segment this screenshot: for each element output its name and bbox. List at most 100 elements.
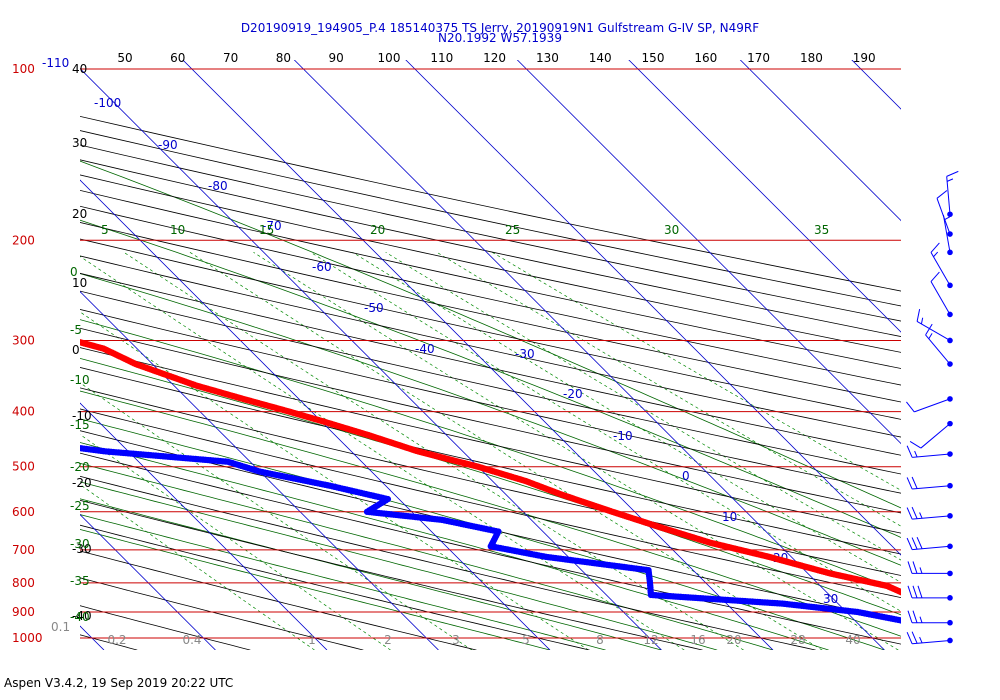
- temperature-point: [957, 609, 963, 615]
- dewpoint-point: [73, 445, 79, 451]
- moist-adiabat-label: 20: [370, 223, 385, 237]
- dry-adiabat-line: [80, 408, 901, 599]
- dewpoint-point: [64, 443, 70, 449]
- dewpoint-point: [15, 438, 21, 444]
- temperature-point: [941, 605, 947, 611]
- moist-adiabat-line: [80, 481, 718, 650]
- top-scale-label: 90: [329, 51, 344, 65]
- temperature-point: [939, 605, 945, 611]
- temperature-point: [41, 329, 47, 335]
- isotherm-line: [80, 514, 216, 650]
- left-scale-label: -20: [72, 476, 92, 490]
- moist-adiabat-label: 25: [505, 223, 520, 237]
- temperature-point: [990, 619, 996, 625]
- mixing-ratio-line: [80, 311, 589, 650]
- temperature-point: [39, 329, 45, 335]
- temperature-point: [32, 327, 38, 333]
- moist-adiabat-label: 35: [814, 223, 829, 237]
- dewpoint-point: [972, 632, 978, 638]
- temperature-point: [902, 591, 908, 597]
- axis-labels: 50 60 70 80 90 100 110 120 130 140 150 160 170 180 190…: [51, 51, 876, 647]
- mixing-ratio-bottom-label: 12: [643, 633, 658, 647]
- isotherm-line: [182, 60, 774, 650]
- dewpoint-point: [29, 439, 35, 445]
- dewpoint-point: [71, 444, 77, 450]
- pressure-label-700: 700: [12, 543, 35, 557]
- isotherm-line: [851, 60, 901, 110]
- dewpoint-point: [68, 444, 74, 450]
- dewpoint-point: [39, 440, 45, 446]
- temperature-point: [2, 318, 8, 324]
- wind-barb-half-feather: [914, 450, 918, 458]
- temperature-point: [899, 589, 901, 596]
- mixing-ratio-line: [310, 252, 901, 612]
- wind-barb-staff: [912, 639, 951, 645]
- wind-barb-feather: [925, 323, 933, 336]
- wind-barb-staff: [912, 545, 951, 551]
- mixing-ratio-line: [352, 252, 901, 583]
- temperature-point: [22, 324, 28, 330]
- temperature-point: [960, 610, 966, 616]
- dewpoint-point: [37, 440, 43, 446]
- mixing-ratio-bottom-label: 1: [308, 633, 316, 647]
- dry-adiabat-label: -10: [70, 373, 90, 387]
- wind-barb-staff: [916, 321, 951, 341]
- temperature-point: [932, 602, 938, 608]
- wind-barb-feather: [917, 585, 923, 598]
- mixing-ratio-line: [80, 255, 685, 650]
- moist-adiabat-line: [80, 529, 551, 650]
- wind-barb-half-feather: [919, 512, 923, 519]
- temperature-point: [934, 603, 940, 609]
- temperature-point: [11, 321, 17, 327]
- dewpoint-point: [5, 436, 11, 442]
- dry-adiabat-line: [80, 347, 901, 534]
- moist-adiabat-label: 30: [664, 223, 679, 237]
- dry-adiabat-line: [80, 174, 901, 353]
- wind-barb: [906, 536, 953, 551]
- dry-adiabat-line: [80, 144, 901, 322]
- wind-barb-feather: [906, 507, 913, 520]
- temperature-point: [910, 594, 916, 600]
- dewpoint-point: [44, 441, 50, 447]
- top-scale-label: 100: [378, 51, 401, 65]
- mixing-ratio-bottom-label: 2: [384, 633, 392, 647]
- temperature-point: [962, 611, 968, 617]
- dry-adiabat-line: [80, 524, 590, 650]
- dewpoint-point: [8, 437, 14, 443]
- pressure-label-200: 200: [12, 233, 35, 247]
- temperature-point: [966, 612, 972, 618]
- dewpoint-point: [963, 629, 969, 635]
- temperature-point: [30, 326, 36, 332]
- wind-barb-feather: [930, 242, 940, 253]
- dewpoint-point: [974, 632, 980, 638]
- pressure-label-400: 400: [12, 405, 35, 419]
- wind-barb-feather: [907, 561, 913, 574]
- temperature-point: [947, 607, 953, 613]
- moist-adiabats: [80, 160, 901, 650]
- dewpoint-point: [905, 619, 911, 625]
- moist-adiabat-label: 5: [101, 223, 109, 237]
- dewpoint-point: [66, 444, 72, 450]
- dewpoint-point: [49, 441, 55, 447]
- wind-barb-feather: [907, 610, 913, 623]
- dry-adiabats: [80, 115, 901, 650]
- wind-barb: [906, 631, 953, 645]
- temperature-point: [920, 599, 926, 605]
- temperature-point: [47, 331, 53, 337]
- dewpoint-point: [919, 621, 925, 627]
- dewpoint-point: [51, 442, 57, 448]
- temperature-point: [13, 321, 19, 327]
- temperature-point: [15, 322, 21, 328]
- temperature-point: [986, 618, 992, 624]
- dry-adiabat-label: 0: [70, 265, 78, 279]
- left-scale-label: -40: [72, 609, 92, 623]
- temperature-point: [968, 613, 974, 619]
- mixing-ratio-bottom-label: 40: [845, 633, 860, 647]
- dewpoint-point: [54, 442, 60, 448]
- dewpoint-point: [42, 441, 48, 447]
- mixing-ratio-bottom-label: 28: [790, 633, 805, 647]
- temperature-point: [24, 325, 30, 331]
- dry-adiabat-line: [80, 577, 364, 650]
- dry-adiabat-line: [80, 499, 703, 650]
- wind-barb: [916, 308, 953, 344]
